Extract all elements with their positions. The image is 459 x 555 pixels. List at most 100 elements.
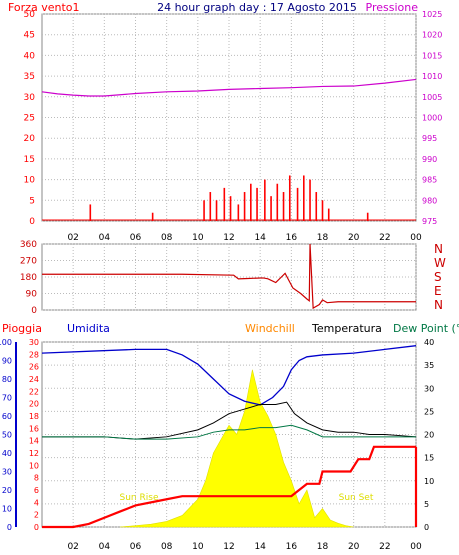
x-tick-label-bottom: 08	[161, 542, 173, 552]
right-title-label: Pressione	[366, 1, 419, 14]
humidity-tick-label: 0	[7, 523, 12, 532]
rain-tick-label: 28	[29, 350, 39, 359]
compass-label: N	[434, 242, 443, 256]
x-tick-label-bottom: 12	[223, 542, 234, 552]
rain-tick-label: 30	[29, 338, 39, 347]
rain-tick-label: 8	[34, 474, 39, 483]
left-axis-tick-label: 50	[24, 10, 36, 20]
direction-tick-label: 0	[31, 306, 37, 316]
left-axis-tick-label: 40	[24, 51, 36, 61]
x-tick-label-top: 10	[192, 233, 204, 243]
x-tick-label-bottom: 04	[99, 542, 111, 552]
solar-radiation-area	[119, 369, 354, 528]
x-tick-label-top: 22	[379, 233, 390, 243]
temperature-line	[42, 401, 417, 440]
left-axis-tick-label: 5	[29, 196, 35, 206]
rain-tick-label: 18	[29, 412, 39, 421]
compass-label: W	[434, 256, 446, 270]
humidity-tick-label: 50	[2, 431, 12, 440]
left-axis-tick-label: 20	[24, 134, 36, 144]
direction-tick-label: 270	[20, 257, 37, 267]
direction-tick-label: 180	[20, 273, 37, 283]
x-tick-label-top: 08	[161, 233, 173, 243]
legend-dewpoint: Dew Point (°C	[393, 322, 459, 335]
right-axis-tick-label: 1010	[422, 72, 442, 81]
x-tick-label-top: 18	[317, 233, 329, 243]
rain-tick-label: 24	[29, 375, 39, 384]
left-axis-tick-label: 0	[29, 217, 35, 227]
chart-title: 24 hour graph day : 17 Agosto 2015	[157, 1, 357, 14]
right-axis-tick-label: 990	[422, 155, 437, 164]
x-tick-label-bottom: 14	[254, 542, 266, 552]
humidity-tick-label: 40	[2, 449, 12, 458]
right-axis-tick-label: 985	[422, 176, 437, 185]
temp-tick-label: 0	[424, 523, 429, 532]
compass-label: N	[434, 298, 443, 312]
x-tick-label-top: 04	[99, 233, 111, 243]
right-axis-tick-label: 1020	[422, 31, 442, 40]
right-axis-tick-label: 995	[422, 134, 437, 143]
rain-tick-label: 22	[29, 387, 39, 396]
left-axis-tick-label: 25	[24, 114, 35, 124]
legend-umidita: Umidita	[67, 322, 110, 335]
x-tick-label-top: 12	[223, 233, 234, 243]
sunset-annotation: Sun Set	[339, 493, 374, 503]
rain-tick-label: 10	[29, 461, 39, 470]
humidity-line	[41, 345, 417, 406]
rain-line	[42, 445, 416, 529]
x-tick-label-top: 06	[130, 233, 142, 243]
left-axis-tick-label: 30	[24, 93, 36, 103]
temp-tick-label: 10	[424, 477, 434, 486]
legend-pioggia: Pioggia	[2, 322, 42, 335]
temp-tick-label: 30	[424, 384, 434, 393]
temp-tick-label: 20	[424, 431, 434, 440]
humidity-tick-label: 30	[2, 468, 12, 477]
rain-tick-label: 6	[34, 486, 39, 495]
x-tick-label-bottom: 20	[348, 542, 360, 552]
left-axis-tick-label: 15	[24, 155, 35, 165]
left-axis-tick-label: 45	[24, 31, 35, 41]
compass-label: E	[434, 284, 442, 298]
x-tick-label-bottom: 22	[379, 542, 390, 552]
direction-line	[42, 243, 416, 310]
x-tick-label-bottom: 02	[67, 542, 78, 552]
humidity-tick-label: 80	[2, 375, 12, 384]
x-tick-label-bottom: 00	[410, 542, 422, 552]
temp-tick-label: 25	[424, 407, 434, 416]
compass-label: S	[434, 270, 442, 284]
x-tick-label-bottom: 06	[130, 542, 142, 552]
temp-tick-label: 15	[424, 454, 434, 463]
legend-windchill: Windchill	[245, 322, 295, 335]
rain-tick-label: 20	[29, 400, 39, 409]
legend-temperatura: Temperatura	[311, 322, 382, 335]
rain-tick-label: 2	[34, 511, 39, 520]
humidity-tick-label: 60	[2, 412, 12, 421]
x-tick-label-bottom: 10	[192, 542, 204, 552]
rain-tick-label: 14	[29, 437, 39, 446]
x-tick-label-top: 00	[410, 233, 422, 243]
temp-tick-label: 5	[424, 500, 429, 509]
humidity-tick-label: 100	[0, 338, 12, 347]
direction-tick-label: 360	[20, 240, 37, 250]
x-tick-label-bottom: 16	[286, 542, 298, 552]
right-axis-tick-label: 975	[422, 217, 437, 226]
sunrise-annotation: Sun Rise	[120, 493, 159, 503]
rain-tick-label: 4	[34, 498, 39, 507]
humidity-tick-label: 20	[2, 486, 12, 495]
rain-tick-label: 0	[34, 523, 39, 532]
humidity-tick-label: 90	[2, 357, 12, 366]
x-tick-label-top: 02	[67, 233, 78, 243]
right-axis-tick-label: 1000	[422, 114, 442, 123]
left-axis-tick-label: 35	[24, 72, 35, 82]
rain-tick-label: 12	[29, 449, 39, 458]
x-tick-label-top: 16	[286, 233, 298, 243]
dewpoint-line	[42, 424, 416, 440]
x-tick-label-top: 20	[348, 233, 360, 243]
right-axis-tick-label: 1015	[422, 51, 442, 60]
humidity-tick-label: 10	[2, 505, 12, 514]
rain-tick-label: 26	[29, 363, 39, 372]
humidity-tick-label: 70	[2, 394, 12, 403]
temp-tick-label: 40	[424, 338, 434, 347]
